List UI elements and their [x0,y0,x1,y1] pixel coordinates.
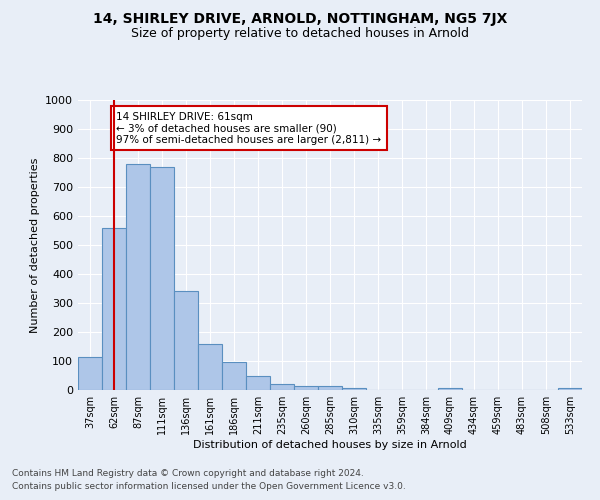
Text: 14 SHIRLEY DRIVE: 61sqm
← 3% of detached houses are smaller (90)
97% of semi-det: 14 SHIRLEY DRIVE: 61sqm ← 3% of detached… [116,112,382,145]
Bar [102,228,126,390]
Text: Contains HM Land Registry data © Crown copyright and database right 2024.: Contains HM Land Registry data © Crown c… [12,468,364,477]
Y-axis label: Number of detached properties: Number of detached properties [29,158,40,332]
Bar [174,290,198,390]
Text: Contains public sector information licensed under the Open Government Licence v3: Contains public sector information licen… [12,482,406,491]
Bar [78,357,102,390]
Bar [150,166,174,390]
Bar [246,376,270,390]
Bar [126,164,150,390]
X-axis label: Distribution of detached houses by size in Arnold: Distribution of detached houses by size … [193,440,467,450]
Text: 14, SHIRLEY DRIVE, ARNOLD, NOTTINGHAM, NG5 7JX: 14, SHIRLEY DRIVE, ARNOLD, NOTTINGHAM, N… [93,12,507,26]
Bar [438,388,462,390]
Bar [294,386,318,390]
Bar [318,386,342,390]
Bar [222,362,246,390]
Text: Size of property relative to detached houses in Arnold: Size of property relative to detached ho… [131,28,469,40]
Bar [342,388,366,390]
Bar [270,384,294,390]
Bar [198,344,222,390]
Bar [558,388,582,390]
